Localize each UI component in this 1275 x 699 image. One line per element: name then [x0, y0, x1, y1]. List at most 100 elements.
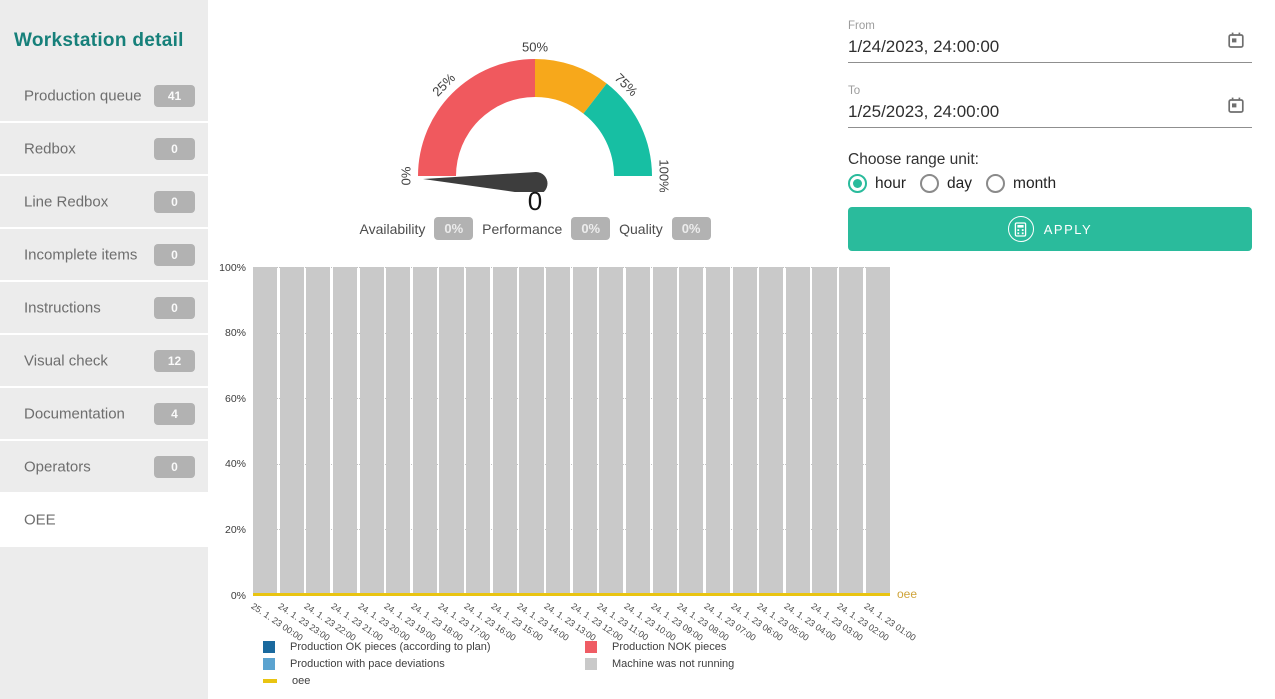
bar	[732, 267, 757, 595]
gauge-tick-label: 50%	[522, 39, 548, 54]
legend-square-swatch	[585, 658, 597, 670]
bar	[253, 267, 278, 595]
legend-label: Production NOK pieces	[612, 641, 727, 653]
oee-metrics-row: Availability 0% Performance 0% Quality 0%	[330, 217, 740, 240]
legend-item-machine-was-not-running[interactable]: Machine was not running	[585, 658, 734, 670]
bar	[412, 267, 437, 595]
bar-segment-machine-was-not-running	[306, 267, 331, 595]
sidebar-item-label: Instructions	[24, 299, 101, 316]
from-datetime-input[interactable]	[848, 37, 1208, 57]
sidebar-item-instructions[interactable]: Instructions 0	[0, 282, 208, 335]
sidebar: Workstation detail Production queue 41 Red…	[0, 0, 208, 699]
gauge-segment	[535, 59, 607, 114]
sidebar-item-label: Incomplete items	[24, 246, 138, 263]
legend-item-production-nok-pieces[interactable]: Production NOK pieces	[585, 641, 734, 653]
bar	[679, 267, 704, 595]
legend-square-swatch	[585, 641, 597, 653]
bar	[546, 267, 571, 595]
plot-area	[253, 267, 890, 595]
radio-hour[interactable]: hour	[848, 174, 906, 193]
sidebar-item-redbox[interactable]: Redbox 0	[0, 123, 208, 176]
chart-legend: Production OK pieces (according to plan)…	[263, 641, 734, 687]
bar	[439, 267, 464, 595]
bar-segment-machine-was-not-running	[705, 267, 731, 595]
legend-item-production-ok-pieces-according-to-plan[interactable]: Production OK pieces (according to plan)	[263, 641, 585, 653]
bar-segment-machine-was-not-running	[519, 267, 544, 595]
bar-segment-machine-was-not-running	[386, 267, 411, 595]
range-unit-radios: hour day month	[848, 174, 1056, 193]
radio-label: month	[1013, 174, 1057, 192]
metric-value-quality: 0%	[671, 217, 711, 240]
grid-line	[253, 529, 890, 531]
sidebar-item-incomplete-items[interactable]: Incomplete items 0	[0, 229, 208, 282]
bar	[279, 267, 304, 595]
bar	[306, 267, 331, 595]
bar	[332, 267, 358, 595]
to-datetime-input[interactable]	[848, 102, 1208, 122]
sidebar-item-label: Visual check	[24, 352, 108, 369]
sidebar-nav: Production queue 41 Redbox 0 Line Redbox 0 Inc…	[0, 70, 208, 547]
sidebar-item-documentation[interactable]: Documentation 4	[0, 388, 208, 441]
legend-label: Machine was not running	[612, 658, 735, 670]
gauge-segment	[418, 59, 535, 176]
bar-segment-machine-was-not-running	[625, 267, 651, 595]
gauge-needle	[423, 172, 548, 192]
sidebar-item-operators[interactable]: Operators 0	[0, 441, 208, 494]
y-axis-label: 0%	[230, 589, 246, 602]
grid-line	[253, 463, 890, 465]
apply-button[interactable]: APPLY	[848, 207, 1252, 251]
filter-panel: From To Choose range unit: hour day month	[848, 0, 1252, 260]
gauge-segment	[583, 83, 652, 176]
bar-segment-machine-was-not-running	[785, 267, 810, 595]
bar	[785, 267, 810, 595]
bar-segment-machine-was-not-running	[546, 267, 571, 595]
y-axis-label: 40%	[224, 458, 246, 471]
grid-line	[253, 332, 890, 334]
sidebar-item-oee[interactable]: OEE	[0, 494, 208, 547]
bar-segment-machine-was-not-running	[732, 267, 757, 595]
sidebar-item-badge: 4	[154, 402, 195, 425]
bar-segment-machine-was-not-running	[492, 267, 517, 595]
sidebar-item-visual-check[interactable]: Visual check 12	[0, 335, 208, 388]
bar	[386, 267, 411, 595]
sidebar-item-label: Production queue	[24, 87, 142, 104]
legend-label: Production with pace deviations	[290, 658, 445, 670]
radio-month[interactable]: month	[986, 174, 1056, 193]
to-label: To	[848, 85, 861, 97]
from-calendar-icon[interactable]	[1226, 31, 1246, 51]
bar-segment-machine-was-not-running	[466, 267, 491, 595]
bar	[519, 267, 544, 595]
grid-line	[253, 267, 890, 268]
sidebar-item-badge: 0	[154, 243, 195, 266]
bar	[812, 267, 837, 595]
sidebar-item-badge: 0	[154, 190, 195, 213]
y-axis-label: 80%	[224, 327, 246, 340]
sidebar-item-line-redbox[interactable]: Line Redbox 0	[0, 176, 208, 229]
legend-square-swatch	[263, 641, 275, 653]
bar	[572, 267, 597, 595]
bar-segment-machine-was-not-running	[253, 267, 278, 595]
sidebar-title: Workstation detail	[14, 30, 184, 51]
legend-item-oee[interactable]: oee	[263, 675, 585, 687]
sidebar-item-production-queue[interactable]: Production queue 41	[0, 70, 208, 123]
bar-segment-machine-was-not-running	[599, 267, 624, 595]
sidebar-item-badge: 12	[154, 349, 195, 372]
y-axis-label: 60%	[224, 392, 246, 405]
bar-segment-machine-was-not-running	[865, 267, 890, 595]
bar-segment-machine-was-not-running	[572, 267, 597, 595]
bar	[625, 267, 651, 595]
grid-line	[253, 398, 890, 400]
bar	[705, 267, 731, 595]
to-calendar-icon[interactable]	[1226, 96, 1246, 116]
radio-unselected-icon	[920, 174, 940, 193]
legend-item-production-with-pace-deviations[interactable]: Production with pace deviations	[263, 658, 585, 670]
from-field-underline	[848, 62, 1252, 63]
oee-line	[253, 593, 890, 596]
bar	[865, 267, 890, 595]
sidebar-item-badge: 0	[154, 296, 195, 319]
radio-day[interactable]: day	[920, 174, 972, 193]
calculator-icon	[1007, 216, 1034, 242]
gauge-tick-label: 100%	[657, 159, 672, 192]
bar-segment-machine-was-not-running	[439, 267, 464, 595]
